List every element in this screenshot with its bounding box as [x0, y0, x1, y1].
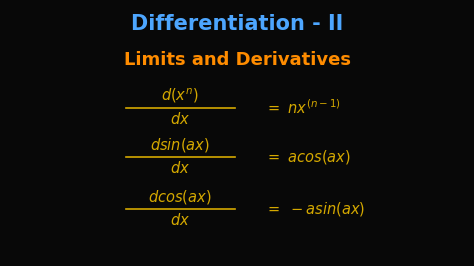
- Text: $dx$: $dx$: [170, 111, 190, 127]
- Text: Differentiation - II: Differentiation - II: [131, 14, 343, 34]
- Text: $dx$: $dx$: [170, 160, 190, 176]
- Text: $= \ acos(ax)$: $= \ acos(ax)$: [265, 148, 351, 166]
- Text: $dx$: $dx$: [170, 212, 190, 228]
- Text: $= \ nx^{(n-1)}$: $= \ nx^{(n-1)}$: [265, 98, 341, 117]
- Text: $dsin(ax)$: $dsin(ax)$: [150, 136, 210, 154]
- Text: Limits and Derivatives: Limits and Derivatives: [124, 51, 350, 69]
- Text: $dcos(ax)$: $dcos(ax)$: [148, 188, 212, 206]
- Text: $d(x^n)$: $d(x^n)$: [161, 86, 199, 105]
- Text: $= \ -asin(ax)$: $= \ -asin(ax)$: [265, 200, 366, 218]
